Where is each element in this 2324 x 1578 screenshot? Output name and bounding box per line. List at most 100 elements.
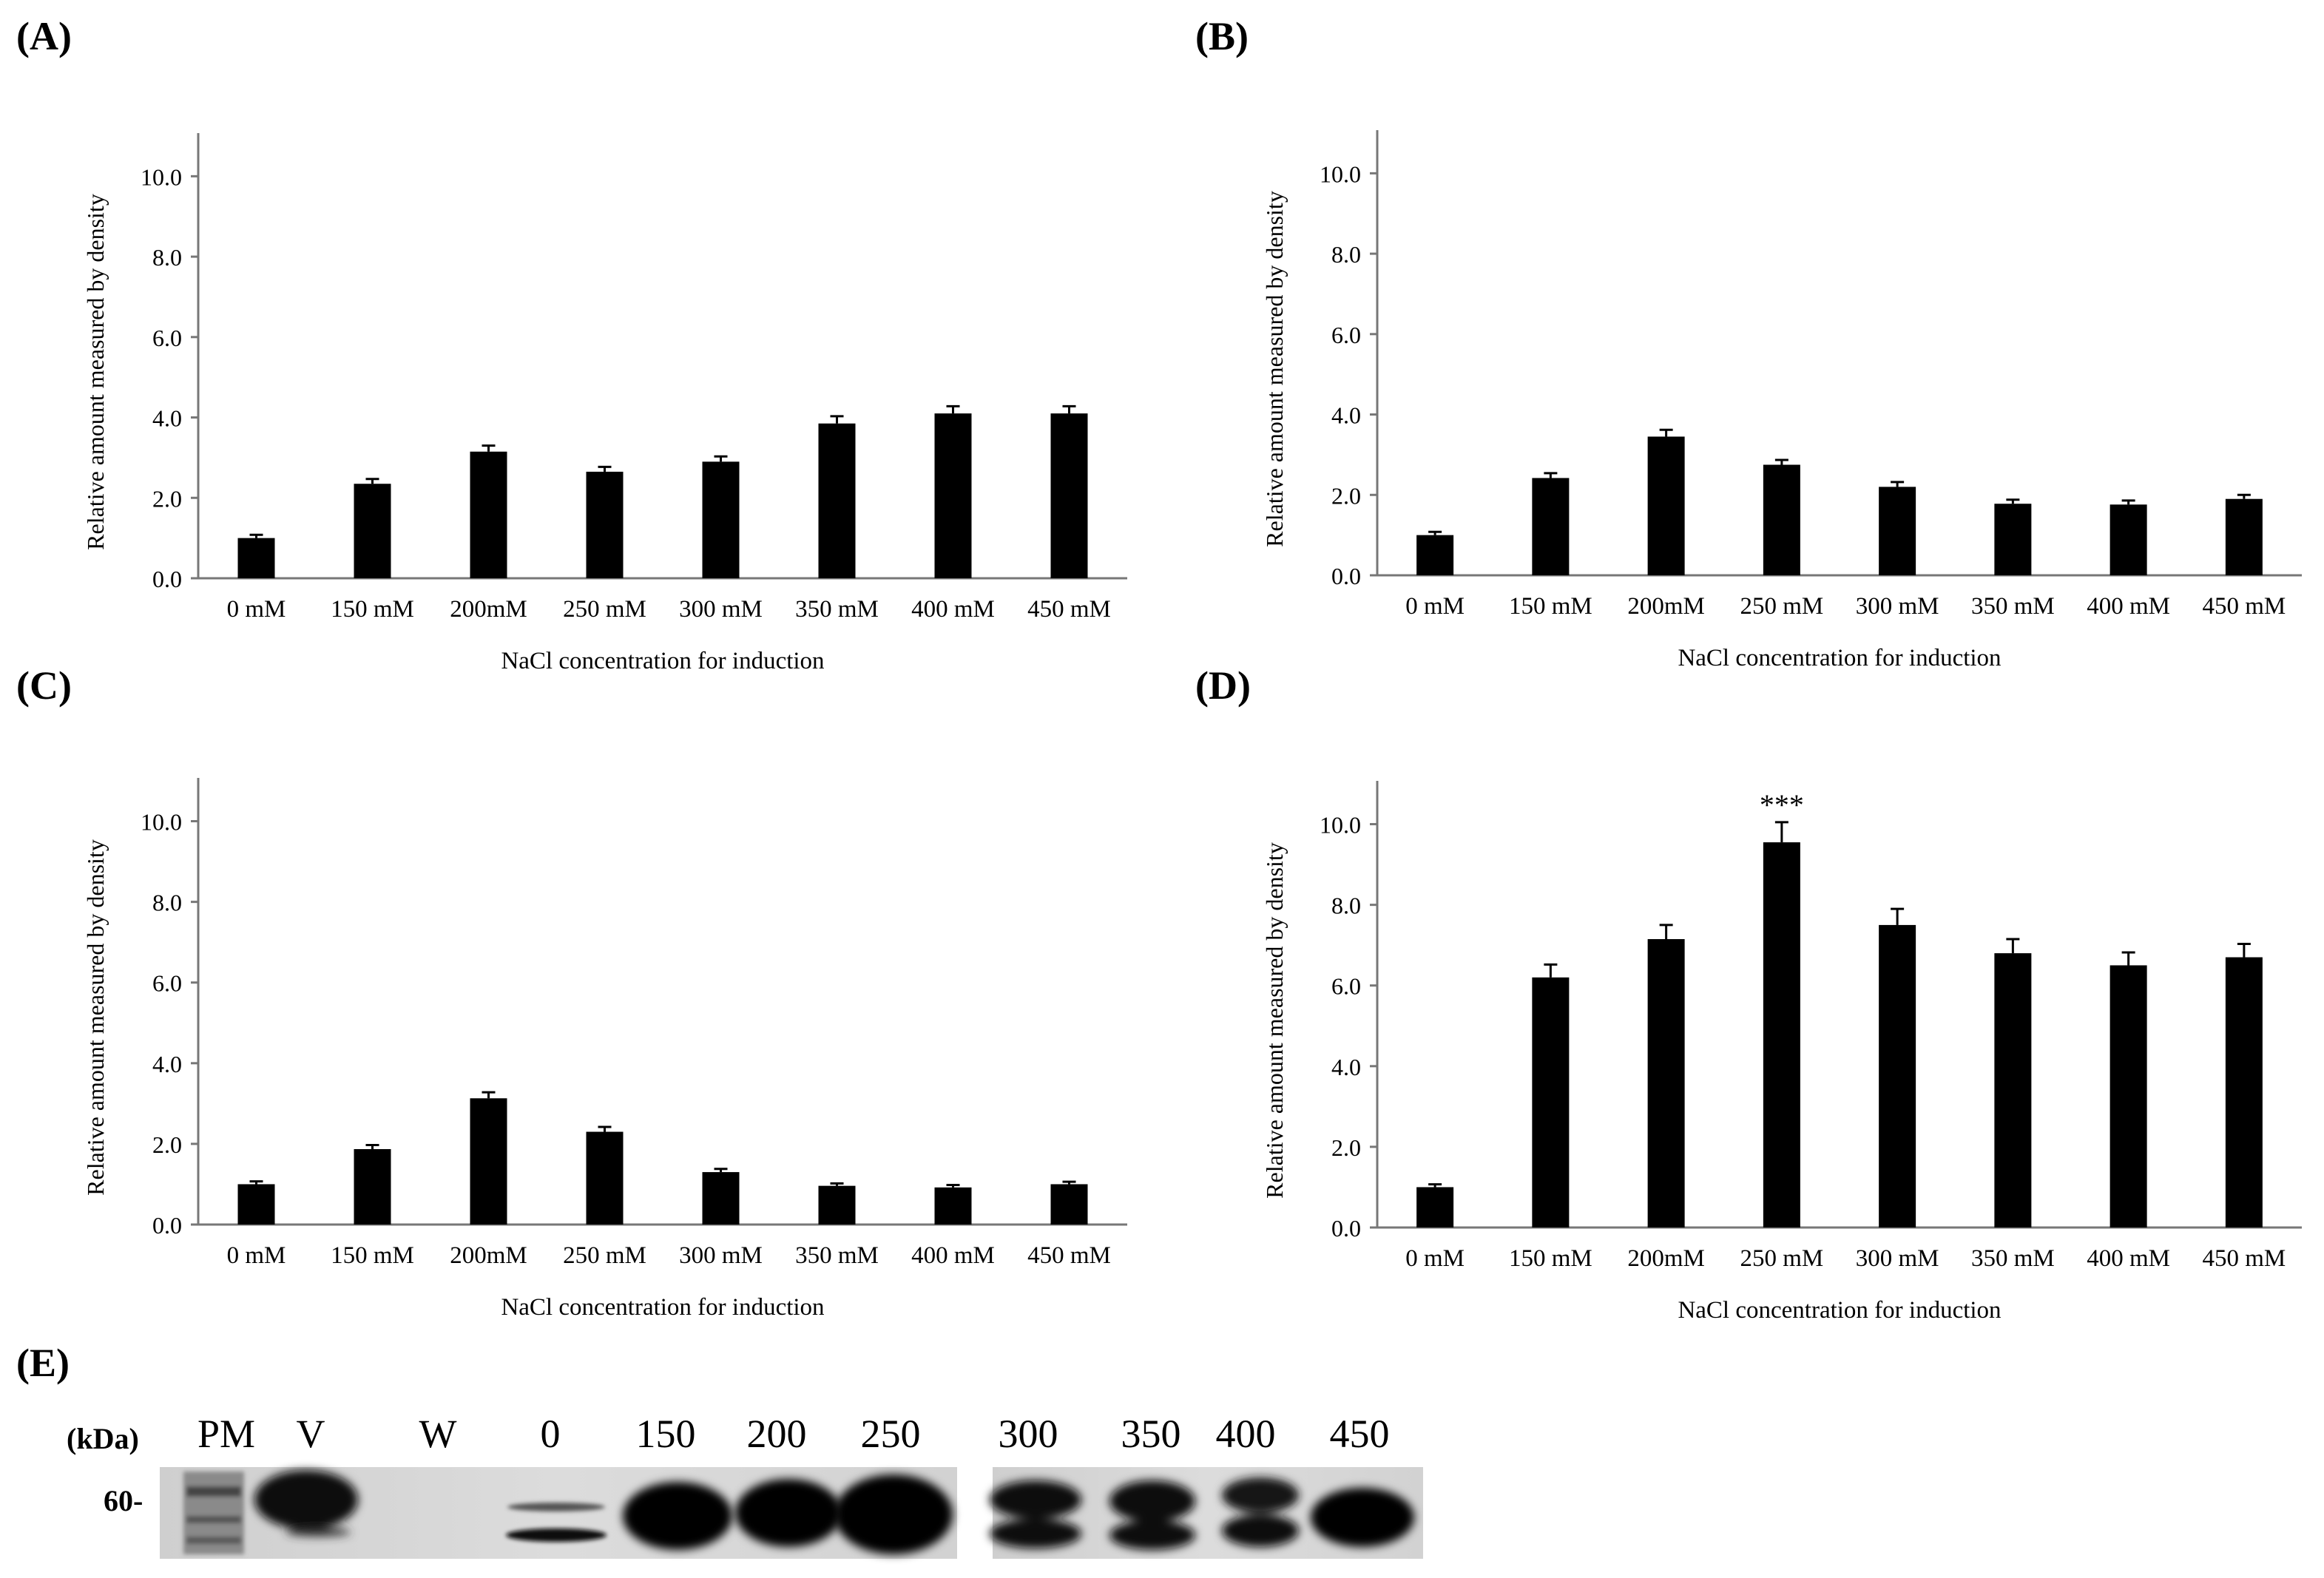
chart-d-y-axis-title: Relative amount measured by density: [1261, 842, 1288, 1199]
chart-b-bar: [2109, 504, 2147, 575]
band-v: [254, 1470, 358, 1537]
chart-a-x-axis-title: NaCl concentration for induction: [501, 648, 824, 674]
band-0: [506, 1503, 607, 1542]
lane-label-250: 250: [860, 1412, 921, 1456]
chart-c-x-tick-label: 250 mM: [563, 1242, 646, 1269]
band-400: [1222, 1477, 1299, 1547]
chart-c-x-tick-label: 0 mM: [227, 1242, 286, 1269]
chart-d-y-tick-label: 10.0: [1320, 812, 1361, 839]
band-450: [1311, 1488, 1414, 1547]
chart-d-bar: [1416, 1187, 1454, 1227]
panel-label-c: (C): [16, 663, 72, 708]
chart-d-y-tick-label: 4.0: [1331, 1054, 1361, 1080]
kda-60-marker: 60-: [104, 1484, 143, 1517]
chart-d-bar: [1647, 939, 1685, 1227]
chart-a-y-tick-label: 8.0: [152, 244, 182, 271]
chart-a-bar: [470, 451, 507, 578]
chart-b-y-tick-label: 6.0: [1331, 322, 1361, 348]
band-150: [623, 1482, 732, 1550]
chart-a-bar: [586, 471, 624, 578]
chart-a-x-tick-label: 450 mM: [1027, 596, 1111, 623]
chart-c-x-tick-label: 450 mM: [1027, 1242, 1111, 1269]
chart-a-x-tick-label: 300 mM: [679, 596, 763, 623]
chart-d-y-tick-label: 8.0: [1331, 893, 1361, 919]
panel-label-d: (D): [1195, 663, 1251, 708]
chart-d-bar: [1532, 977, 1570, 1227]
lane-label-0: 0: [540, 1412, 561, 1456]
chart-c-y-tick-label: 4.0: [152, 1051, 182, 1077]
chart-a-y-tick-label: 10.0: [141, 163, 182, 190]
chart-d-bar: [2109, 965, 2147, 1227]
chart-a-x-tick-label: 200mM: [450, 596, 527, 623]
chart-a-y-tick-label: 0.0: [152, 566, 182, 592]
lane-label-v: V: [296, 1412, 325, 1456]
chart-b-y-tick-label: 4.0: [1331, 402, 1361, 429]
lane-label-450: 450: [1329, 1412, 1390, 1456]
chart-a-x-tick-label: 150 mM: [331, 596, 414, 623]
chart-b-x-tick-label: 0 mM: [1405, 593, 1465, 620]
chart-c-y-tick-label: 0.0: [152, 1212, 182, 1239]
chart-d-group: 0.0 2.0 4.0 6.0 8.0 10.0 0 mM 150 mM 200mM 250 mM…: [1261, 781, 2302, 1324]
chart-a-group: 0.0 2.0 4.0 6.0 8.0 10.0 0 mM 150 mM 200mM 250 mM…: [82, 133, 1127, 674]
chart-a-bar: [934, 413, 972, 578]
band-200: [735, 1479, 842, 1547]
chart-c-bar: [237, 1184, 275, 1225]
chart-a-y-tick-label: 6.0: [152, 325, 182, 351]
western-blot-lane-labels: PM V W 0 150 200 250 300 350 400 450: [0, 1411, 2324, 1463]
chart-d-x-tick-label: 150 mM: [1509, 1245, 1592, 1272]
band-pm: [183, 1472, 244, 1554]
chart-c-x-axis-title: NaCl concentration for induction: [501, 1294, 824, 1321]
chart-d-bar: [2225, 957, 2263, 1227]
chart-b-x-tick-label: 400 mM: [2087, 593, 2170, 620]
chart-c-y-tick-label: 10.0: [141, 809, 182, 836]
chart-c-bar: [354, 1149, 391, 1225]
chart-d-x-tick-label: 450 mM: [2202, 1245, 2286, 1272]
chart-c-x-tick-label: 350 mM: [795, 1242, 879, 1269]
chart-b-y-tick-label: 2.0: [1331, 482, 1361, 509]
chart-a-bar: [702, 461, 740, 578]
chart-b-bar: [1763, 464, 1800, 575]
chart-c-y-axis-title: Relative amount measured by density: [82, 839, 109, 1196]
chart-c-bar: [586, 1131, 624, 1225]
chart-c-bar: [702, 1172, 740, 1225]
chart-a-y-axis-title: Relative amount measured by density: [82, 194, 109, 550]
lane-label-400: 400: [1215, 1412, 1276, 1456]
chart-a-bar: [818, 423, 856, 578]
chart-c-y-tick-label: 2.0: [152, 1131, 182, 1158]
chart-b-bar: [1879, 487, 1916, 575]
chart-a-bar: [1050, 413, 1088, 578]
kda-unit-label: (kDa): [67, 1422, 139, 1455]
chart-d-x-tick-label: 0 mM: [1405, 1245, 1465, 1272]
chart-a-y-tick-label: 4.0: [152, 405, 182, 432]
chart-b-x-tick-label: 250 mM: [1740, 593, 1823, 620]
chart-b-bar: [2225, 498, 2263, 575]
chart-c-bar: [1050, 1184, 1088, 1225]
chart-d-x-tick-label: 300 mM: [1856, 1245, 1939, 1272]
chart-b-group: 0.0 2.0 4.0 6.0 8.0 10.0 0 mM 150 mM 200mM 250 mM…: [1261, 130, 2302, 671]
lane-label-150: 150: [635, 1412, 696, 1456]
lane-label-350: 350: [1121, 1412, 1181, 1456]
chart-b-x-tick-label: 200mM: [1627, 593, 1705, 620]
chart-a-x-tick-label: 350 mM: [795, 596, 879, 623]
chart-b-y-tick-label: 10.0: [1320, 160, 1361, 187]
band-250: [834, 1474, 953, 1554]
chart-d-x-tick-label: 350 mM: [1971, 1245, 2055, 1272]
chart-d-x-tick-label: 200mM: [1627, 1245, 1705, 1272]
chart-d-bar: [1763, 842, 1800, 1227]
panel-label-a: (A): [16, 14, 72, 58]
chart-b-bar: [1416, 535, 1454, 575]
chart-c-x-tick-label: 400 mM: [911, 1242, 995, 1269]
chart-b-x-tick-label: 450 mM: [2202, 593, 2286, 620]
chart-c-x-tick-label: 200mM: [450, 1242, 527, 1269]
chart-d-x-tick-label: 400 mM: [2087, 1245, 2170, 1272]
chart-a-x-tick-label: 250 mM: [563, 596, 646, 623]
chart-b-y-tick-label: 0.0: [1331, 563, 1361, 589]
chart-b-x-tick-label: 150 mM: [1509, 593, 1592, 620]
chart-c-x-tick-label: 300 mM: [679, 1242, 763, 1269]
chart-b-y-axis-title: Relative amount measured by density: [1261, 191, 1288, 547]
chart-a-x-tick-label: 400 mM: [911, 596, 995, 623]
bar-charts-canvas: 0.0 2.0 4.0 6.0 8.0 10.0 0 mM 150 mM 200mM 250 mM…: [82, 130, 2302, 1324]
band-300: [990, 1480, 1081, 1548]
chart-d-y-tick-label: 0.0: [1331, 1215, 1361, 1242]
